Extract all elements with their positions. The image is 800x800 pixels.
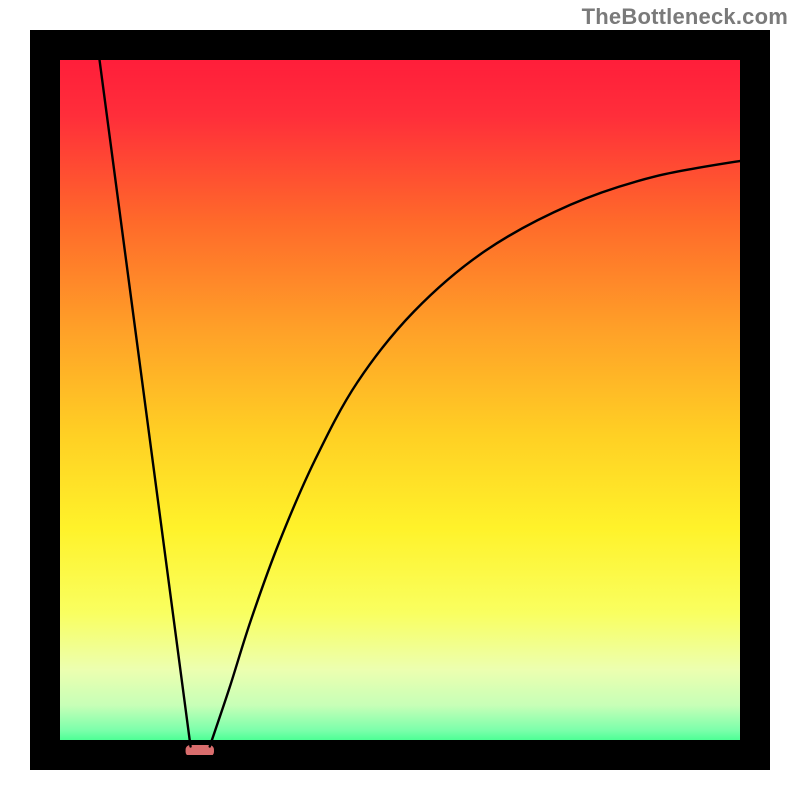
- watermark-text: TheBottleneck.com: [582, 4, 788, 30]
- bottleneck-chart-stage: TheBottleneck.com: [0, 0, 800, 800]
- plot-frame: [45, 45, 755, 755]
- chart-canvas: [0, 0, 800, 800]
